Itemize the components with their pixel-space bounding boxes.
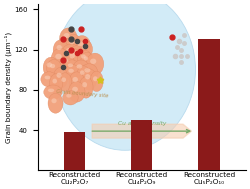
Bar bbox=[64, 132, 85, 170]
Ellipse shape bbox=[90, 59, 96, 64]
Ellipse shape bbox=[61, 77, 66, 82]
FancyArrowPatch shape bbox=[92, 124, 191, 138]
Ellipse shape bbox=[63, 90, 78, 105]
Text: Grain boundary site: Grain boundary site bbox=[56, 89, 109, 99]
Ellipse shape bbox=[63, 59, 68, 63]
Ellipse shape bbox=[81, 52, 93, 69]
Ellipse shape bbox=[44, 85, 62, 99]
Ellipse shape bbox=[66, 48, 82, 68]
Ellipse shape bbox=[70, 53, 75, 58]
Ellipse shape bbox=[68, 81, 85, 102]
Ellipse shape bbox=[86, 53, 104, 75]
Ellipse shape bbox=[41, 72, 57, 87]
Ellipse shape bbox=[82, 82, 87, 87]
Ellipse shape bbox=[50, 64, 55, 68]
Ellipse shape bbox=[82, 45, 86, 49]
Ellipse shape bbox=[64, 60, 80, 74]
Ellipse shape bbox=[69, 72, 84, 92]
Ellipse shape bbox=[53, 40, 68, 60]
Ellipse shape bbox=[52, 98, 57, 103]
Text: Cu atom density: Cu atom density bbox=[118, 121, 166, 126]
Ellipse shape bbox=[66, 94, 71, 98]
Ellipse shape bbox=[80, 70, 84, 75]
Ellipse shape bbox=[62, 44, 80, 59]
Ellipse shape bbox=[68, 64, 73, 67]
Ellipse shape bbox=[78, 40, 92, 58]
Ellipse shape bbox=[43, 57, 59, 78]
Ellipse shape bbox=[78, 50, 92, 67]
Ellipse shape bbox=[84, 68, 90, 73]
Ellipse shape bbox=[77, 66, 90, 84]
Ellipse shape bbox=[81, 54, 86, 59]
Ellipse shape bbox=[56, 73, 62, 78]
Ellipse shape bbox=[79, 77, 93, 98]
Ellipse shape bbox=[69, 39, 75, 44]
Ellipse shape bbox=[82, 69, 96, 90]
Ellipse shape bbox=[48, 89, 54, 92]
Ellipse shape bbox=[60, 28, 77, 48]
Ellipse shape bbox=[46, 59, 62, 77]
Ellipse shape bbox=[48, 93, 63, 113]
Ellipse shape bbox=[72, 50, 78, 55]
Ellipse shape bbox=[44, 76, 50, 79]
Ellipse shape bbox=[68, 69, 74, 73]
Ellipse shape bbox=[47, 62, 52, 67]
Ellipse shape bbox=[64, 33, 70, 38]
Ellipse shape bbox=[55, 54, 62, 59]
Ellipse shape bbox=[84, 56, 88, 60]
Ellipse shape bbox=[58, 73, 72, 91]
Ellipse shape bbox=[73, 36, 91, 57]
Ellipse shape bbox=[76, 64, 82, 69]
Bar bbox=[198, 40, 220, 170]
Ellipse shape bbox=[85, 74, 90, 79]
Y-axis label: Grain boundary density (μm⁻¹): Grain boundary density (μm⁻¹) bbox=[4, 32, 12, 143]
Ellipse shape bbox=[53, 67, 68, 88]
Ellipse shape bbox=[60, 55, 75, 70]
Ellipse shape bbox=[54, 0, 196, 150]
Ellipse shape bbox=[77, 41, 83, 46]
Ellipse shape bbox=[52, 79, 57, 84]
Ellipse shape bbox=[73, 60, 89, 77]
Ellipse shape bbox=[65, 65, 81, 81]
Ellipse shape bbox=[56, 45, 62, 50]
Ellipse shape bbox=[72, 87, 78, 92]
Ellipse shape bbox=[93, 76, 98, 81]
Ellipse shape bbox=[50, 74, 62, 93]
Ellipse shape bbox=[51, 48, 70, 70]
Ellipse shape bbox=[66, 34, 81, 55]
Ellipse shape bbox=[66, 48, 72, 52]
Ellipse shape bbox=[80, 64, 98, 81]
Bar bbox=[131, 120, 152, 170]
Ellipse shape bbox=[72, 77, 78, 82]
Ellipse shape bbox=[90, 71, 103, 91]
Ellipse shape bbox=[68, 46, 86, 64]
